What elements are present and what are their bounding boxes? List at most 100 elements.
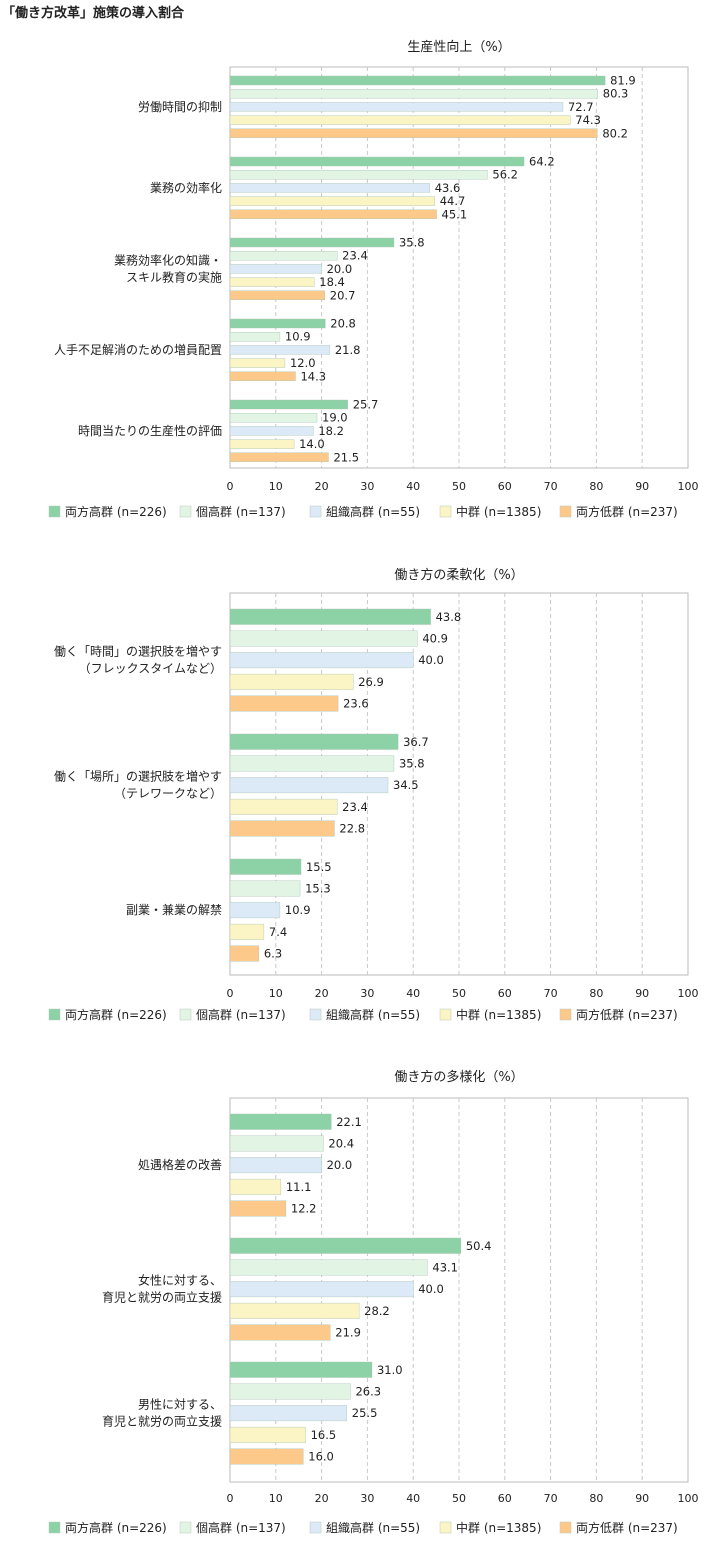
data-label: 23.4 xyxy=(342,800,368,814)
data-label: 20.0 xyxy=(327,1158,353,1172)
data-label: 15.3 xyxy=(305,881,331,895)
bar xyxy=(229,209,437,220)
bar xyxy=(229,695,339,712)
bar xyxy=(229,290,326,300)
category-label: 処遇格差の改善 xyxy=(138,1157,222,1172)
data-label: 23.4 xyxy=(342,249,368,263)
legend-swatch xyxy=(309,1008,322,1021)
data-label: 10.9 xyxy=(285,903,311,917)
data-label: 20.7 xyxy=(330,288,356,302)
bar xyxy=(229,1361,373,1378)
x-tick-label: 0 xyxy=(227,987,234,1000)
bar xyxy=(229,1157,322,1174)
data-label: 81.9 xyxy=(610,74,636,88)
legend-swatch xyxy=(559,1008,572,1021)
category-label: 働く「場所」の選択肢を増やす xyxy=(54,769,222,784)
chart-title: 働き方の多様化（%） xyxy=(394,1070,524,1085)
bar xyxy=(229,880,301,897)
bar xyxy=(229,1200,287,1217)
data-label: 72.7 xyxy=(568,100,594,114)
category-label: （フレックスタイムなど） xyxy=(79,662,222,676)
bar xyxy=(229,264,322,274)
legend-swatch xyxy=(559,1521,572,1534)
bar xyxy=(229,1281,414,1298)
bar xyxy=(229,250,338,261)
data-label: 43.8 xyxy=(436,610,462,624)
bar xyxy=(229,923,265,940)
data-label: 19.0 xyxy=(322,411,348,425)
x-tick-label: 20 xyxy=(315,1492,329,1505)
bar xyxy=(229,1302,360,1319)
chart-title: 働き方の柔軟化（%） xyxy=(394,568,524,583)
x-tick-label: 50 xyxy=(452,1492,466,1505)
chart-svg: 0 10 20 30 40 50 60 70 80 90 100 81.980.3 72.774.380… xyxy=(48,66,699,519)
data-label: 7.4 xyxy=(269,925,287,939)
x-tick-label: 90 xyxy=(635,1492,649,1505)
data-label: 64.2 xyxy=(529,155,555,169)
x-tick-label: 70 xyxy=(544,987,558,1000)
x-tick-label: 40 xyxy=(406,480,420,493)
bar xyxy=(229,426,314,436)
data-label: 43.6 xyxy=(435,181,461,195)
data-label: 35.8 xyxy=(399,756,425,770)
data-label: 20.0 xyxy=(327,262,353,276)
bar xyxy=(229,1178,282,1195)
data-label: 80.3 xyxy=(603,87,629,101)
bar xyxy=(229,413,318,423)
bar xyxy=(229,673,354,690)
bar xyxy=(229,332,281,342)
legend-swatch xyxy=(179,1008,192,1021)
data-label: 21.8 xyxy=(335,343,361,357)
x-tick-label: 50 xyxy=(452,480,466,493)
x-tick-label: 30 xyxy=(360,480,374,493)
x-tick-label: 10 xyxy=(269,1492,283,1505)
data-label: 56.2 xyxy=(492,168,518,182)
data-label: 14.0 xyxy=(299,437,325,451)
x-tick-label: 60 xyxy=(498,1492,512,1505)
x-tick-label: 20 xyxy=(315,480,329,493)
x-tick-label: 10 xyxy=(269,480,283,493)
data-label: 12.2 xyxy=(291,1202,317,1216)
legend-label: 両方高群 (n=226) xyxy=(65,504,167,519)
bar xyxy=(229,358,286,368)
data-label: 43.1 xyxy=(432,1260,458,1274)
legend-swatch xyxy=(309,1521,322,1534)
legend-swatch xyxy=(48,1521,61,1534)
bar xyxy=(229,115,571,125)
x-tick-label: 100 xyxy=(678,1492,699,1505)
bar xyxy=(229,196,435,206)
x-tick-label: 70 xyxy=(544,1492,558,1505)
legend-label: 両方高群 (n=226) xyxy=(65,1520,167,1535)
x-tick-label: 10 xyxy=(269,987,283,1000)
x-tick-label: 50 xyxy=(452,987,466,1000)
legend-label: 両方低群 (n=237) xyxy=(576,1007,678,1022)
bar xyxy=(229,452,329,462)
bar xyxy=(229,169,488,180)
data-label: 18.4 xyxy=(319,275,345,289)
data-label: 80.2 xyxy=(602,126,628,140)
x-tick-label: 40 xyxy=(406,987,420,1000)
legend-swatch xyxy=(439,1521,452,1534)
chart-svg: 0 10 20 30 40 50 60 70 80 90 100 43.8 40.9 40.0 26.9 23… xyxy=(48,592,699,1022)
data-label: 31.0 xyxy=(377,1363,403,1377)
bar xyxy=(229,630,418,647)
data-label: 74.3 xyxy=(575,113,601,127)
x-tick-label: 0 xyxy=(227,1492,234,1505)
data-label: 12.0 xyxy=(290,356,316,370)
x-tick-label: 20 xyxy=(315,987,329,1000)
bar xyxy=(229,88,598,99)
data-label: 26.9 xyxy=(358,675,384,689)
category-label: 時間当たりの生産性の評価 xyxy=(78,423,222,438)
legend-label: 中群 (n=1385) xyxy=(456,504,541,519)
legend-swatch xyxy=(309,505,322,518)
x-tick-label: 80 xyxy=(589,1492,603,1505)
category-label: 育児と就労の両立支援 xyxy=(102,1290,222,1305)
legend-label: 個高群 (n=137) xyxy=(196,504,286,519)
bar xyxy=(229,1113,332,1130)
bar xyxy=(229,798,338,815)
data-label: 10.9 xyxy=(285,330,311,344)
data-label: 25.5 xyxy=(352,1406,378,1420)
data-label: 34.5 xyxy=(393,778,419,792)
data-label: 22.8 xyxy=(339,822,365,836)
